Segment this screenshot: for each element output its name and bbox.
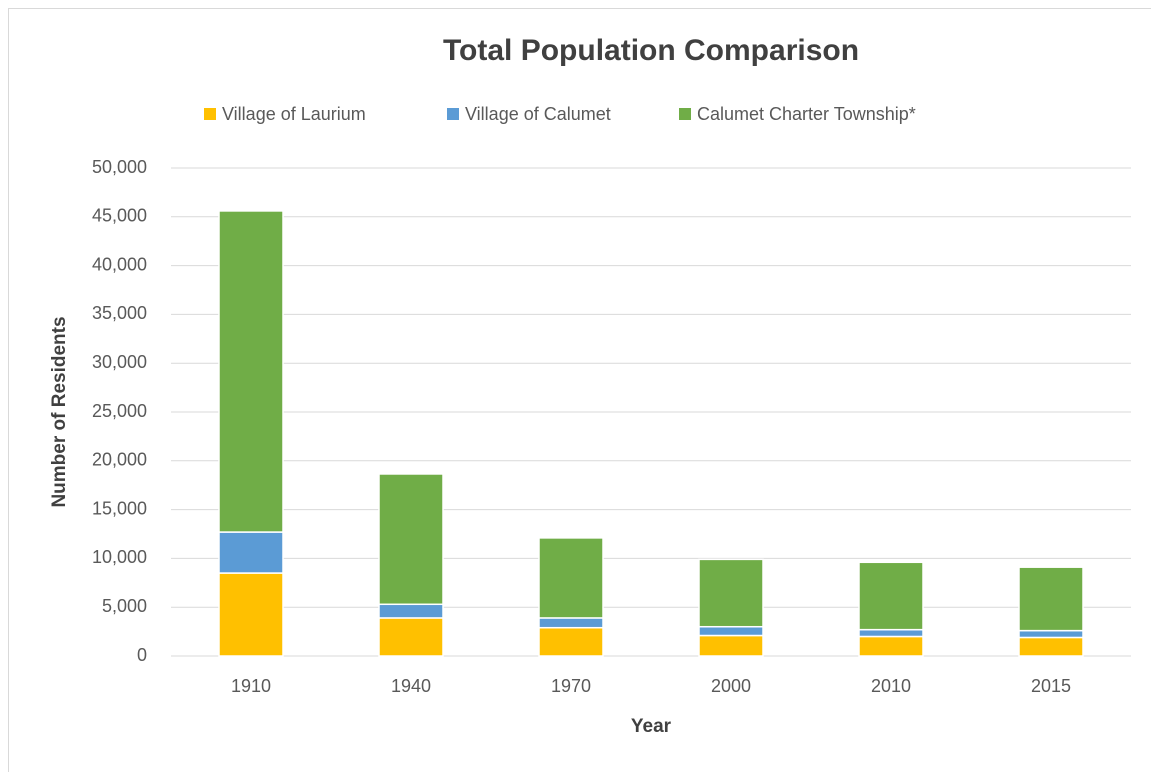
bar-segment	[218, 572, 284, 657]
legend-label: Village of Laurium	[222, 104, 366, 124]
bar-segment	[378, 617, 444, 657]
x-tick-label: 1940	[391, 676, 431, 696]
bar-segment	[378, 473, 444, 606]
bar-segment	[1018, 566, 1084, 632]
bar-segment	[218, 531, 284, 574]
chart-title: Total Population Comparison	[443, 34, 859, 67]
y-tick-label: 50,000	[92, 157, 147, 177]
bar-segment	[698, 634, 764, 657]
y-axis-title: Number of Residents	[49, 316, 70, 507]
bar-segment	[698, 625, 764, 637]
legend-label: Village of Calumet	[465, 104, 611, 124]
bar-segment	[378, 603, 444, 619]
bar-segment	[538, 626, 604, 657]
x-tick-label: 2010	[871, 676, 911, 696]
bar-segment	[538, 617, 604, 629]
bar-segment	[218, 210, 284, 533]
bar-segment	[858, 635, 924, 657]
y-tick-label: 45,000	[92, 206, 147, 226]
y-tick-label: 5,000	[102, 596, 147, 616]
y-tick-label: 30,000	[92, 352, 147, 372]
x-tick-label: 1970	[551, 676, 591, 696]
bar-segment	[1018, 636, 1084, 657]
x-tick-label: 2015	[1031, 676, 1071, 696]
bar-segment	[1018, 629, 1084, 639]
legend-swatch	[447, 108, 459, 120]
y-tick-label: 40,000	[92, 254, 147, 274]
bar-segment	[858, 561, 924, 631]
x-axis-title: Year	[631, 716, 672, 737]
y-tick-label: 35,000	[92, 303, 147, 323]
y-tick-label: 0	[137, 645, 147, 665]
bar-segment	[698, 558, 764, 628]
y-tick-label: 20,000	[92, 450, 147, 470]
y-tick-label: 15,000	[92, 498, 147, 518]
bar-segment	[538, 537, 604, 619]
x-tick-label: 2000	[711, 676, 751, 696]
legend-swatch	[204, 108, 216, 120]
y-tick-label: 10,000	[92, 547, 147, 567]
legend-swatch	[679, 108, 691, 120]
x-tick-label: 1910	[231, 676, 271, 696]
legend-label: Calumet Charter Township*	[697, 104, 916, 124]
bar-segment	[858, 628, 924, 638]
y-tick-label: 25,000	[92, 401, 147, 421]
